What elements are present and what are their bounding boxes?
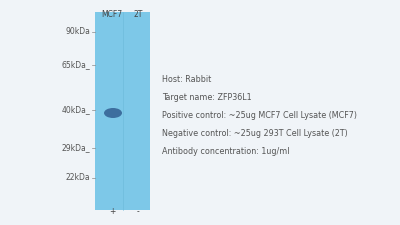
Text: 40kDa_: 40kDa_ <box>61 106 90 115</box>
Text: MCF7: MCF7 <box>102 10 122 19</box>
Text: Positive control: ~25ug MCF7 Cell Lysate (MCF7): Positive control: ~25ug MCF7 Cell Lysate… <box>162 112 357 121</box>
Text: Target name: ZFP36L1: Target name: ZFP36L1 <box>162 94 252 103</box>
Text: Antibody concentration: 1ug/ml: Antibody concentration: 1ug/ml <box>162 148 290 157</box>
Text: 29kDa_: 29kDa_ <box>61 144 90 153</box>
Ellipse shape <box>104 108 122 118</box>
Text: Host: Rabbit: Host: Rabbit <box>162 76 211 85</box>
Text: 90kDa: 90kDa <box>65 27 90 36</box>
Text: -: - <box>137 207 139 216</box>
Text: 2T: 2T <box>133 10 143 19</box>
Text: 65kDa_: 65kDa_ <box>61 61 90 70</box>
Text: +: + <box>109 207 115 216</box>
Text: 22kDa: 22kDa <box>65 173 90 182</box>
Text: Negative control: ~25ug 293T Cell Lysate (2T): Negative control: ~25ug 293T Cell Lysate… <box>162 130 348 139</box>
Bar <box>95 12 150 210</box>
